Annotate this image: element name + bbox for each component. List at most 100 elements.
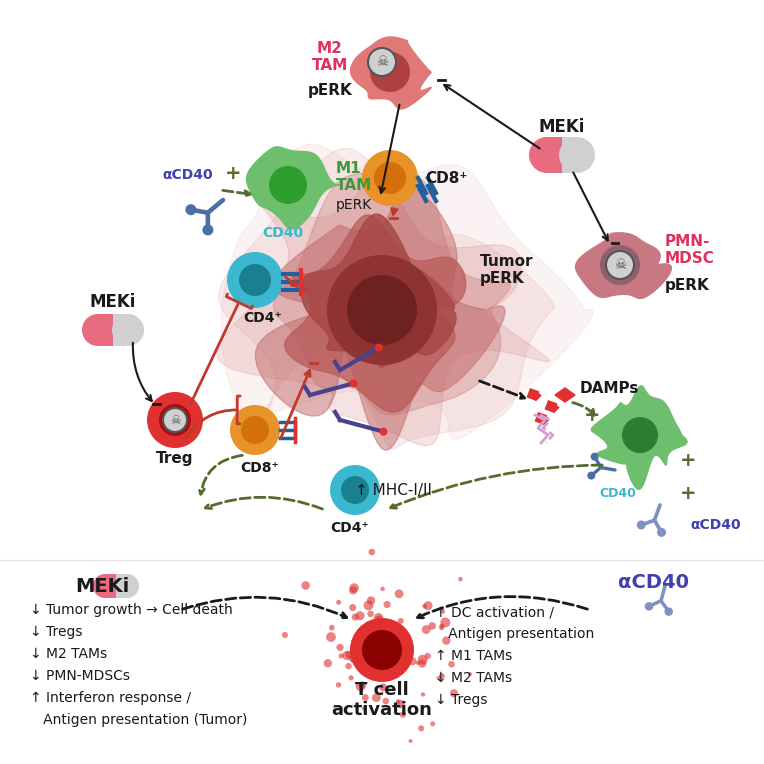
Circle shape (559, 137, 595, 173)
Circle shape (398, 627, 404, 633)
Bar (549, 402, 560, 413)
Text: ↓ PMN-MDSCs: ↓ PMN-MDSCs (30, 669, 130, 683)
Text: PMN-
MDSC: PMN- MDSC (665, 235, 715, 266)
Text: pERK: pERK (665, 277, 710, 293)
Circle shape (327, 255, 437, 365)
Circle shape (379, 658, 387, 665)
Bar (539, 414, 549, 426)
Text: +: + (584, 406, 601, 425)
Circle shape (442, 636, 451, 645)
Circle shape (348, 675, 354, 681)
Text: ↓ M2 TAMs: ↓ M2 TAMs (435, 671, 512, 685)
Polygon shape (222, 144, 593, 439)
Polygon shape (301, 214, 456, 367)
Circle shape (606, 251, 634, 279)
Circle shape (363, 643, 369, 649)
Circle shape (147, 392, 203, 448)
Circle shape (374, 620, 379, 625)
Circle shape (408, 657, 416, 665)
Circle shape (336, 600, 342, 605)
Text: αCD40: αCD40 (163, 168, 213, 182)
Circle shape (383, 698, 389, 704)
Circle shape (365, 621, 371, 628)
Circle shape (348, 655, 355, 662)
Circle shape (368, 643, 374, 649)
Circle shape (439, 623, 445, 629)
Circle shape (400, 711, 406, 717)
Bar (98, 314, 128, 346)
Bar (105, 574, 127, 598)
Text: ↓ Tregs: ↓ Tregs (30, 625, 83, 639)
Text: MEKi: MEKi (90, 293, 136, 311)
Circle shape (363, 667, 370, 674)
Circle shape (378, 639, 387, 648)
Circle shape (347, 275, 417, 345)
Polygon shape (555, 388, 575, 402)
Circle shape (439, 673, 445, 679)
Circle shape (159, 404, 191, 436)
Circle shape (115, 574, 139, 598)
Text: +: + (680, 484, 696, 503)
Circle shape (622, 417, 658, 453)
Circle shape (380, 641, 389, 650)
Circle shape (422, 625, 431, 634)
Circle shape (368, 549, 375, 555)
Text: T cell
activation: T cell activation (332, 681, 432, 720)
Text: αCD40: αCD40 (618, 574, 689, 593)
Text: M1
TAM: M1 TAM (336, 161, 372, 193)
Circle shape (422, 604, 427, 609)
Text: ↑ DC activation /: ↑ DC activation / (435, 605, 554, 619)
Circle shape (430, 721, 435, 727)
Circle shape (282, 632, 288, 638)
Circle shape (369, 634, 378, 643)
Circle shape (349, 587, 358, 594)
Text: ↑ Interferon response /: ↑ Interferon response / (30, 691, 191, 705)
Circle shape (326, 632, 336, 642)
Text: CD40: CD40 (263, 226, 303, 240)
Circle shape (423, 601, 432, 610)
Circle shape (351, 659, 355, 663)
Bar (547, 137, 577, 173)
Text: ☠: ☠ (376, 55, 388, 69)
Circle shape (362, 706, 366, 711)
Text: ↓ M2 TAMs: ↓ M2 TAMs (30, 647, 107, 661)
Text: αCD40: αCD40 (690, 518, 740, 532)
Circle shape (362, 150, 418, 206)
Circle shape (384, 601, 390, 608)
Text: M2
TAM: M2 TAM (312, 41, 348, 73)
Circle shape (396, 699, 400, 704)
Polygon shape (351, 37, 432, 109)
Text: pERK: pERK (308, 83, 352, 98)
Circle shape (345, 651, 353, 659)
Circle shape (241, 416, 269, 444)
Circle shape (468, 672, 472, 676)
Bar (535, 412, 547, 425)
Circle shape (529, 137, 565, 173)
Text: Antigen presentation (Tumor): Antigen presentation (Tumor) (30, 713, 248, 727)
Circle shape (82, 314, 114, 346)
Circle shape (365, 649, 374, 657)
Circle shape (600, 245, 640, 285)
Circle shape (636, 520, 646, 529)
Circle shape (202, 225, 213, 235)
Circle shape (591, 452, 599, 461)
Circle shape (375, 616, 382, 623)
Circle shape (329, 625, 335, 630)
Bar (113, 314, 128, 346)
Circle shape (112, 314, 144, 346)
Text: Antigen presentation: Antigen presentation (435, 627, 594, 641)
Polygon shape (247, 147, 339, 229)
Circle shape (239, 264, 271, 296)
Bar (545, 400, 558, 413)
Text: CD4⁺: CD4⁺ (331, 521, 369, 535)
Circle shape (418, 725, 424, 731)
Circle shape (356, 681, 365, 691)
Circle shape (437, 676, 441, 680)
Circle shape (380, 428, 387, 435)
Circle shape (349, 380, 358, 387)
Circle shape (301, 581, 310, 590)
Circle shape (345, 663, 351, 669)
Circle shape (395, 639, 403, 646)
Text: MEKi: MEKi (75, 577, 129, 595)
Text: ☠: ☠ (614, 258, 626, 272)
